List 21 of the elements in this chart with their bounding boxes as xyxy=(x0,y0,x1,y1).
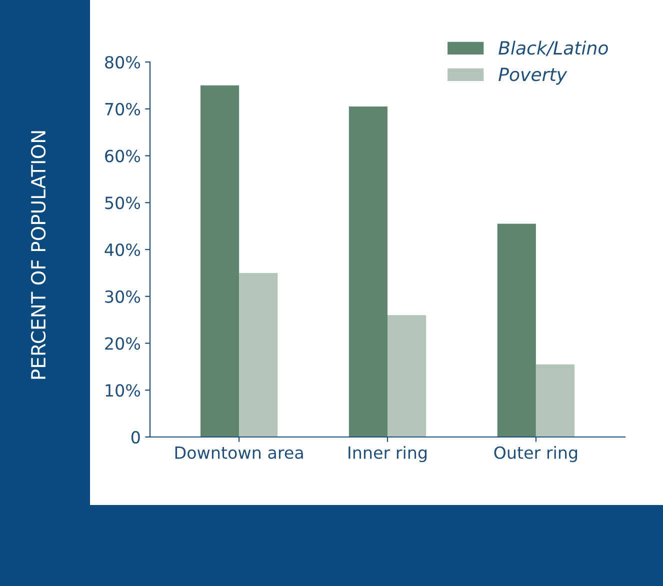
bar xyxy=(536,364,575,437)
bar xyxy=(497,224,536,437)
y-axis-title: PERCENT OF POPULATION xyxy=(30,131,46,379)
bar xyxy=(239,272,278,437)
bar xyxy=(200,85,240,437)
y-tick-label: 20% xyxy=(105,337,140,350)
y-tick-label: 60% xyxy=(105,150,140,162)
y-tick-label: 40% xyxy=(104,243,140,256)
y-tick-label: 50% xyxy=(105,196,140,210)
y-tick-label: 10% xyxy=(106,384,140,397)
y-tick-label: 0 xyxy=(131,430,140,444)
x-tick-label: Downtown area xyxy=(175,446,303,459)
legend-label: Black/Latino xyxy=(498,40,608,56)
bar xyxy=(348,106,388,437)
x-tick-label: Inner ring xyxy=(348,446,427,462)
y-tick-label: 80% xyxy=(105,56,140,69)
y-tick-label: 30% xyxy=(105,290,140,303)
legend-label: Poverty xyxy=(498,68,568,85)
x-tick-label: Outer ring xyxy=(494,446,578,462)
y-tick-label: 70% xyxy=(105,102,140,116)
bar xyxy=(388,315,426,437)
